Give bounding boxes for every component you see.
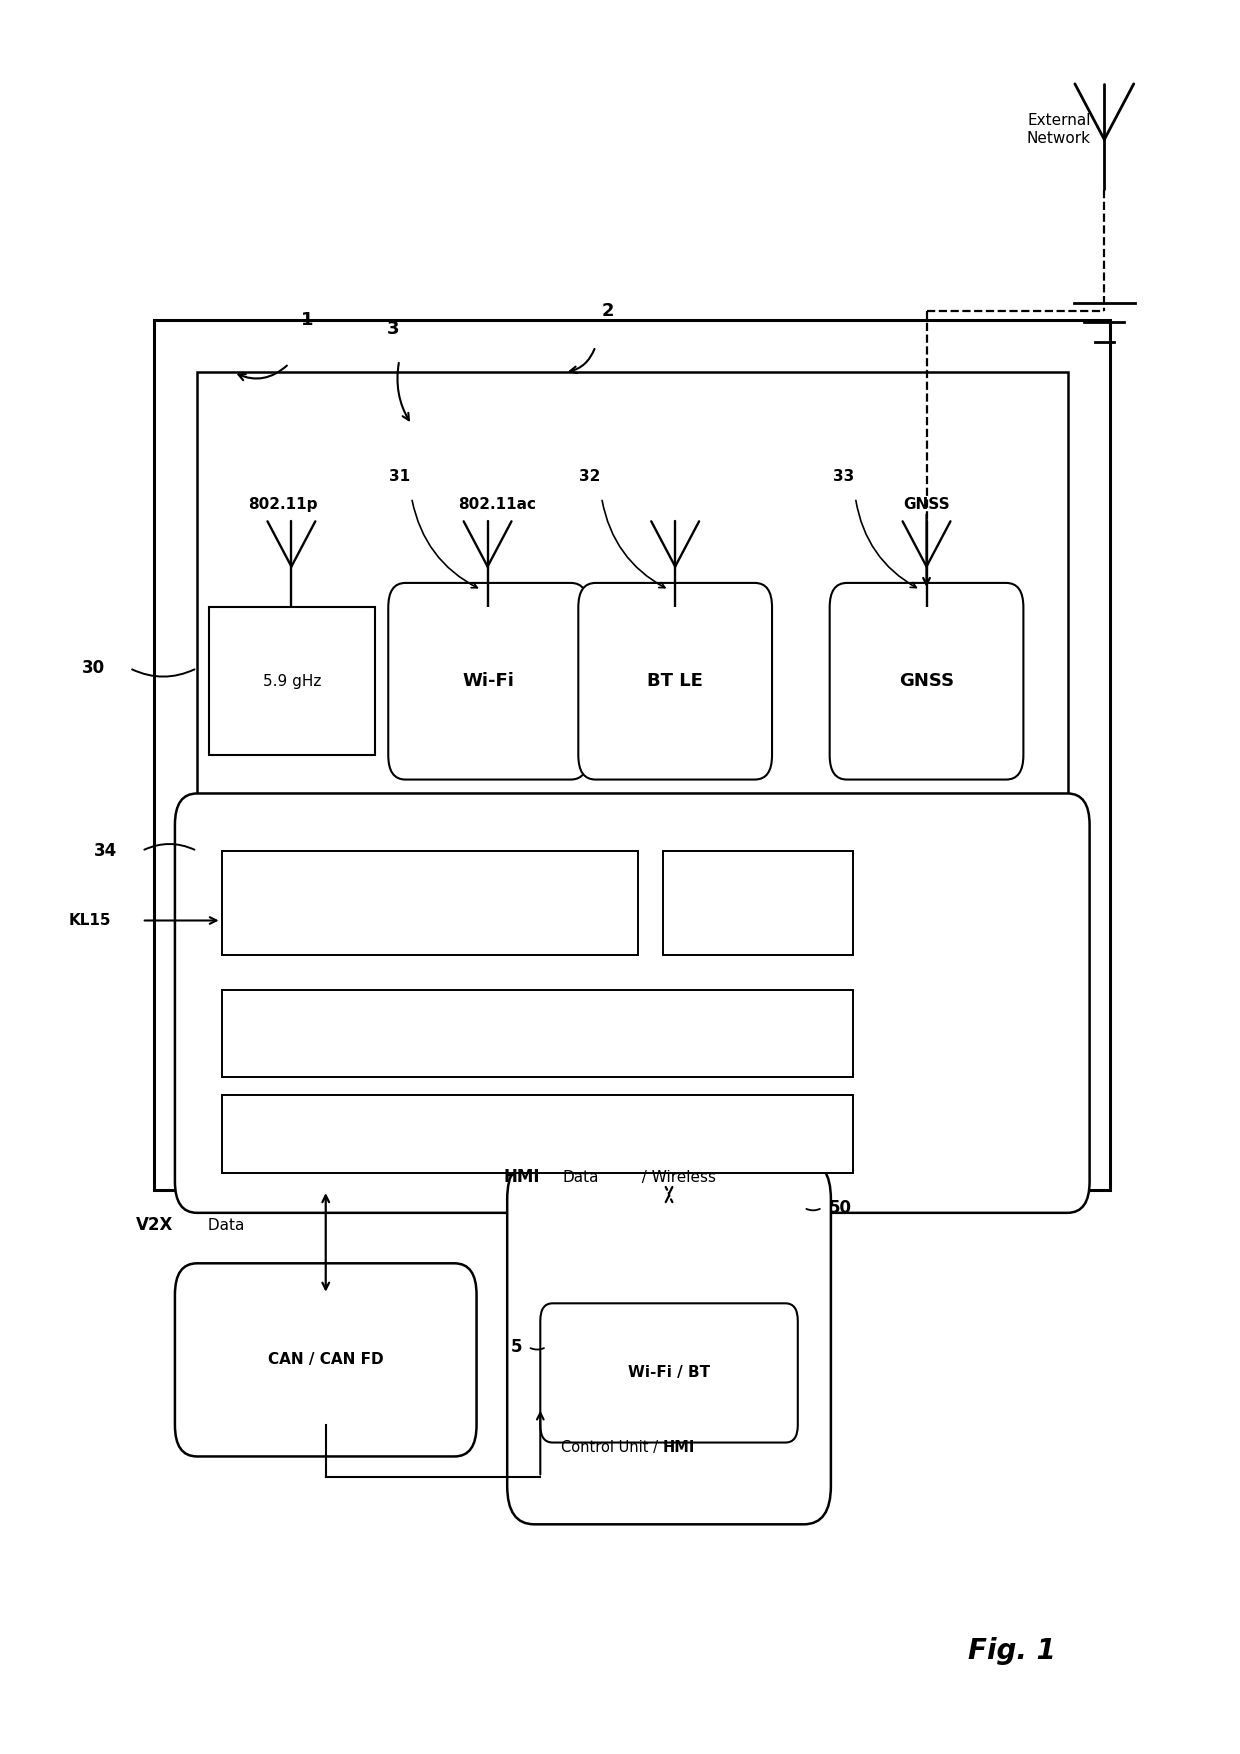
Bar xyxy=(154,321,1111,1191)
FancyBboxPatch shape xyxy=(541,1303,797,1442)
Text: 32: 32 xyxy=(579,470,600,484)
Text: KL15: KL15 xyxy=(68,914,112,928)
FancyBboxPatch shape xyxy=(507,1161,831,1524)
Text: 5.9 gHz: 5.9 gHz xyxy=(263,674,321,689)
Text: Wi-Fi: Wi-Fi xyxy=(463,672,515,691)
Text: V2X: V2X xyxy=(135,1216,174,1235)
Text: 34: 34 xyxy=(94,842,118,859)
Text: Data: Data xyxy=(563,1170,599,1184)
FancyBboxPatch shape xyxy=(175,793,1090,1212)
Text: BT LE: BT LE xyxy=(647,672,703,691)
Text: 2: 2 xyxy=(601,302,614,321)
Bar xyxy=(222,989,853,1077)
Text: HMI: HMI xyxy=(663,1440,696,1456)
Text: 31: 31 xyxy=(388,470,410,484)
Text: 802.11p: 802.11p xyxy=(248,496,317,512)
FancyBboxPatch shape xyxy=(388,582,588,779)
Text: 3: 3 xyxy=(387,319,399,339)
Text: External
Network: External Network xyxy=(1027,112,1091,146)
FancyBboxPatch shape xyxy=(578,582,773,779)
Text: Data: Data xyxy=(203,1217,244,1233)
FancyBboxPatch shape xyxy=(175,1263,476,1456)
Text: GNSS: GNSS xyxy=(899,672,954,691)
Text: 1: 1 xyxy=(301,310,314,330)
Text: HMI: HMI xyxy=(503,1168,539,1186)
Text: / Wireless: / Wireless xyxy=(632,1170,717,1184)
Text: 33: 33 xyxy=(832,470,854,484)
Bar xyxy=(210,607,374,756)
Text: 50: 50 xyxy=(828,1198,852,1217)
Bar xyxy=(197,372,1068,798)
Text: 5: 5 xyxy=(511,1338,522,1356)
Text: 802.11ac: 802.11ac xyxy=(459,496,537,512)
Text: Wi-Fi / BT: Wi-Fi / BT xyxy=(627,1365,711,1380)
Bar xyxy=(222,1094,853,1173)
Text: Fig. 1: Fig. 1 xyxy=(968,1636,1056,1665)
Text: GNSS: GNSS xyxy=(903,496,950,512)
Bar xyxy=(663,851,853,956)
FancyBboxPatch shape xyxy=(830,582,1023,779)
Bar xyxy=(222,851,639,956)
Text: CAN / CAN FD: CAN / CAN FD xyxy=(268,1352,383,1368)
Text: Control Unit /: Control Unit / xyxy=(562,1440,663,1456)
Text: 30: 30 xyxy=(82,660,105,677)
